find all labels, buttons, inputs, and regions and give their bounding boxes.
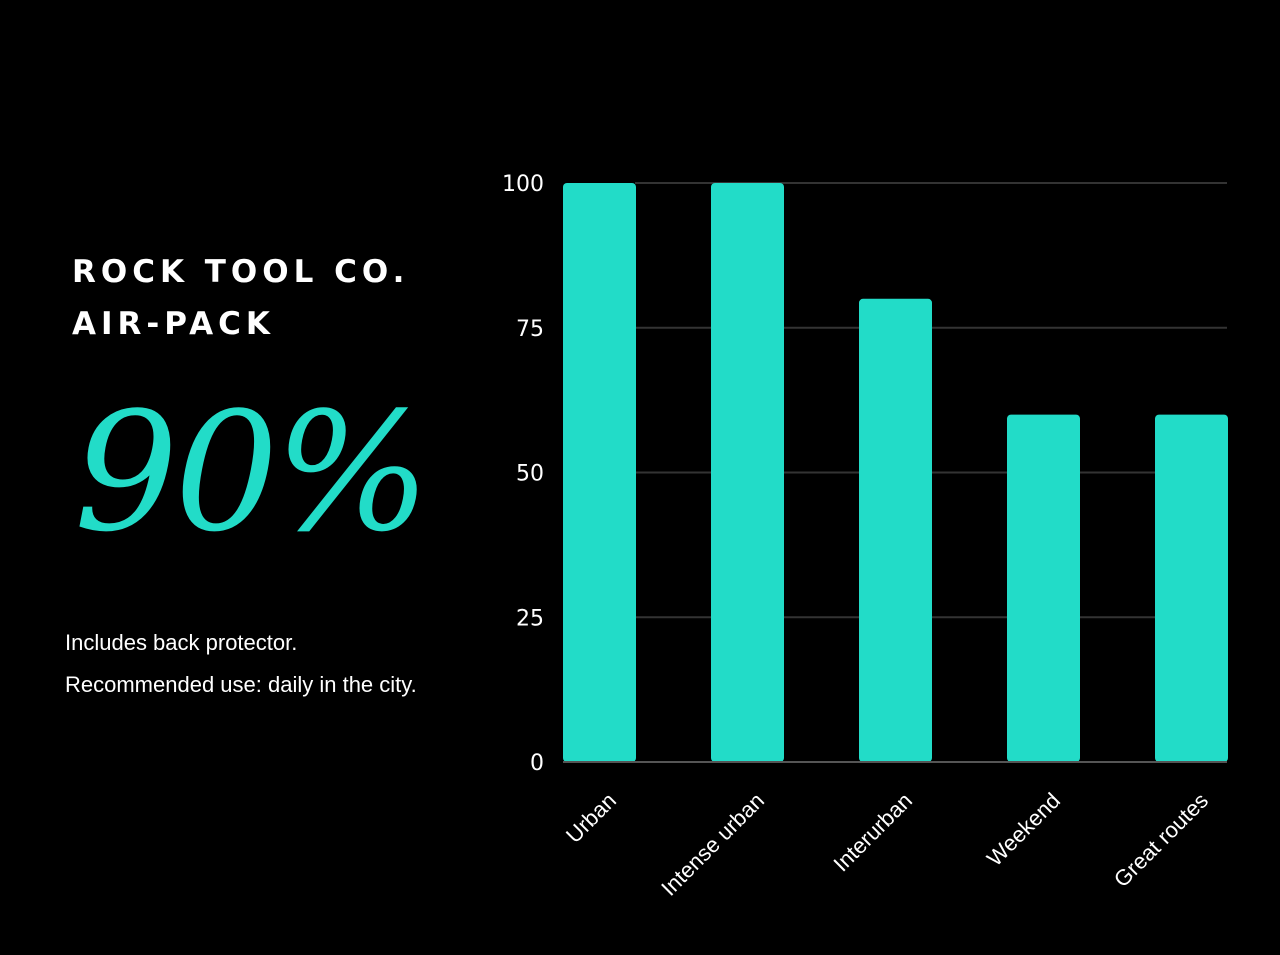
headline-percentage: 90%: [74, 377, 431, 568]
y-tick-label: 25: [516, 606, 544, 631]
x-category-label: Weekend: [982, 788, 1065, 871]
product-description: Includes back protector. Recommended use…: [65, 622, 417, 706]
y-tick-label: 50: [516, 462, 544, 487]
y-tick-label: 100: [502, 172, 544, 197]
product-title: ROCK TOOL CO. AIR-PACK: [72, 246, 472, 350]
description-line-protector: Includes back protector.: [65, 630, 298, 655]
y-tick-label: 75: [516, 317, 544, 342]
x-category-label: Urban: [561, 788, 621, 848]
x-category-label: Interurban: [828, 788, 917, 877]
bar-great-routes: [1155, 414, 1228, 762]
bar-interurban: [859, 298, 932, 762]
y-tick-label: 0: [530, 751, 544, 776]
bar-urban: [563, 183, 636, 762]
bars: [563, 183, 1228, 762]
x-category-label: Great routes: [1109, 788, 1213, 892]
description-line-usage: Recommended use: daily in the city.: [65, 672, 417, 697]
bar-weekend: [1007, 414, 1080, 762]
bar-intense-urban: [711, 183, 784, 762]
brand-name: ROCK TOOL CO.: [72, 254, 410, 290]
x-category-label: Intense urban: [656, 788, 769, 901]
product-name: AIR-PACK: [72, 306, 275, 342]
